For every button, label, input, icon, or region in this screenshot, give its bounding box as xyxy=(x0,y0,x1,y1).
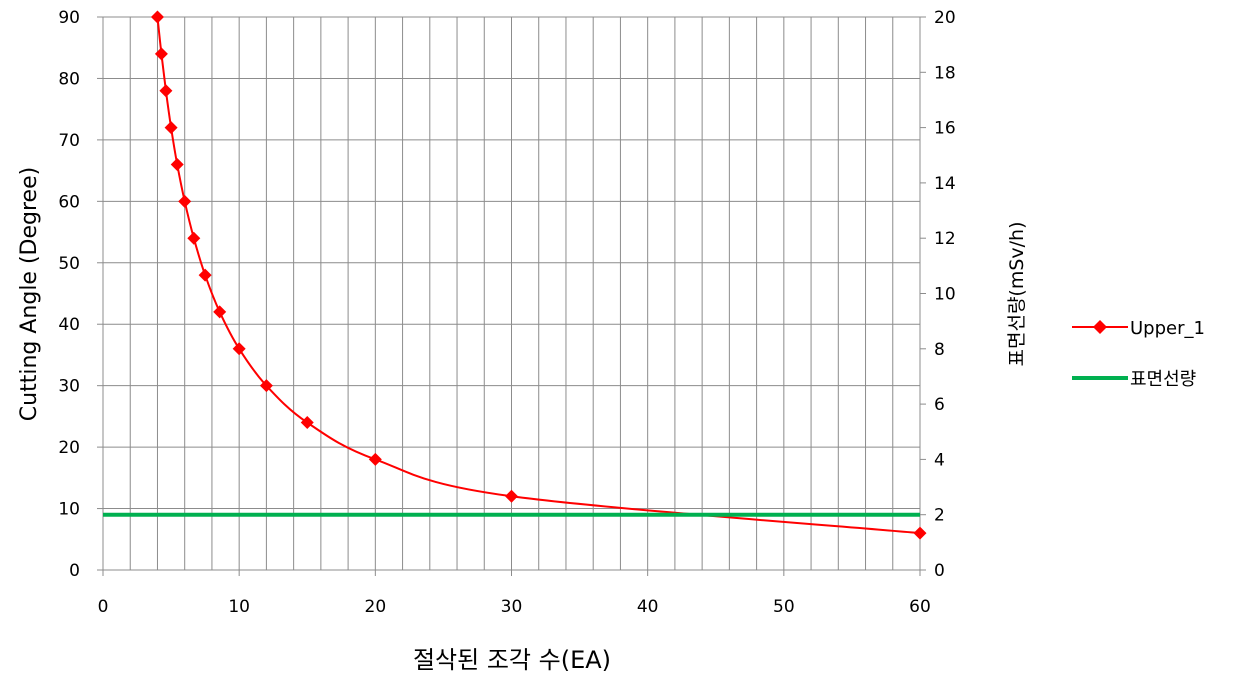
y-tick-label: 60 xyxy=(58,192,80,212)
y2-tick-label: 10 xyxy=(934,285,956,305)
data-point-upper-1 xyxy=(154,47,168,61)
x-tick-label: 10 xyxy=(228,597,250,617)
x-tick-label: 60 xyxy=(909,597,931,617)
tick-labels: 0 10 20 30 40 50 60 70 80 90 0 2 4 6 8 10 12 14 16 18 20 0 10 2… xyxy=(58,8,955,617)
y-tick-label: 90 xyxy=(58,8,80,28)
y2-axis-title: 표면선량(mSv/h) xyxy=(1006,221,1028,366)
x-axis-title: 절삭된 조각 수(EA) xyxy=(413,646,611,674)
data-point-upper-1 xyxy=(913,526,927,540)
legend-upper-1-marker xyxy=(1093,320,1107,334)
x-tick-label: 40 xyxy=(637,597,659,617)
y-tick-label: 0 xyxy=(69,561,80,581)
plot-area xyxy=(103,10,927,540)
y-axis-title: Cutting Angle (Degree) xyxy=(17,167,42,421)
y2-tick-label: 2 xyxy=(934,506,945,526)
data-point-upper-1 xyxy=(198,268,212,282)
data-point-upper-1 xyxy=(505,489,518,503)
y2-tick-label: 14 xyxy=(934,174,956,194)
data-point-upper-1 xyxy=(150,10,164,24)
y-tick-label: 70 xyxy=(58,131,80,151)
y2-tick-label: 4 xyxy=(934,450,945,470)
y-tick-label: 30 xyxy=(58,377,80,397)
y2-tick-label: 20 xyxy=(934,8,956,28)
y2-tick-label: 18 xyxy=(934,63,956,83)
data-point-upper-1 xyxy=(178,194,192,208)
legend-item-surface-dose: 표면선량 xyxy=(1072,369,1196,390)
data-point-upper-1 xyxy=(164,121,178,135)
data-point-upper-1 xyxy=(187,231,201,245)
y-tick-label: 20 xyxy=(58,438,80,458)
data-point-upper-1 xyxy=(213,305,227,319)
data-point-upper-1 xyxy=(368,452,382,466)
data-point-upper-1 xyxy=(300,416,314,430)
data-point-upper-1 xyxy=(170,157,184,171)
legend: Upper_1 표면선량 xyxy=(1072,318,1205,390)
data-point-upper-1 xyxy=(232,342,246,356)
y2-tick-label: 8 xyxy=(934,340,945,360)
y2-tick-label: 6 xyxy=(934,395,945,415)
y2-tick-label: 16 xyxy=(934,119,956,139)
grid xyxy=(103,16,921,570)
x-tick-label: 50 xyxy=(773,597,795,617)
x-tick-label: 0 xyxy=(98,597,109,617)
y-tick-label: 10 xyxy=(58,500,80,520)
data-point-upper-1 xyxy=(259,379,273,393)
legend-item-upper-1: Upper_1 xyxy=(1072,318,1205,339)
axes xyxy=(97,16,926,576)
x-tick-label: 20 xyxy=(365,597,387,617)
y-tick-label: 40 xyxy=(58,315,80,335)
legend-upper-1-label: Upper_1 xyxy=(1130,318,1205,339)
x-tick-label: 30 xyxy=(501,597,523,617)
data-point-upper-1 xyxy=(159,84,173,98)
y2-tick-label: 0 xyxy=(934,561,945,581)
y-tick-label: 50 xyxy=(58,254,80,274)
legend-surface-dose-label: 표면선량 xyxy=(1130,369,1196,390)
y-tick-label: 80 xyxy=(58,69,80,89)
y2-tick-label: 12 xyxy=(934,229,956,249)
